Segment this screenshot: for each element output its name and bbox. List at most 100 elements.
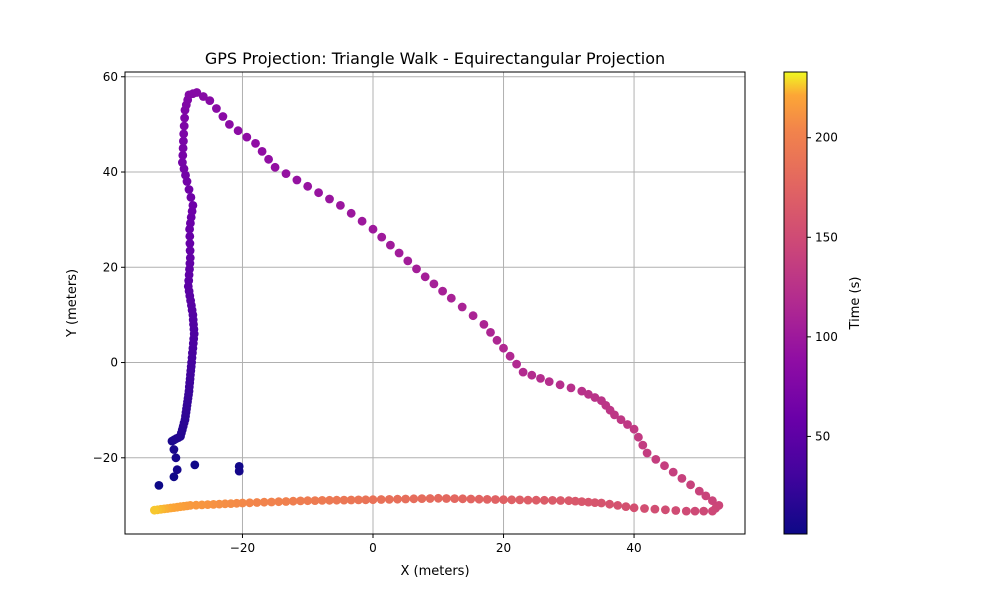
gps-point [531, 495, 541, 505]
gps-point [225, 120, 234, 129]
gps-point [325, 194, 334, 204]
gps-point [401, 494, 410, 504]
gps-point [642, 448, 652, 458]
gps-point [325, 495, 334, 505]
colorbar: 50 100 150 200 Time (s) [783, 71, 863, 535]
gps-point [412, 264, 421, 274]
gps-point [420, 272, 430, 282]
gps-point [257, 147, 267, 156]
gps-point [438, 286, 447, 296]
gps-point [154, 481, 164, 490]
gps-point [251, 139, 260, 148]
gps-point [536, 374, 545, 383]
gps-point [613, 501, 623, 510]
gps-point [482, 495, 492, 504]
gps-point [234, 466, 244, 476]
gps-point [317, 496, 327, 505]
gps-point [281, 169, 291, 179]
gps-point [172, 465, 182, 475]
gps-point [450, 494, 459, 503]
gps-point [169, 472, 179, 482]
gps-point [185, 239, 195, 248]
chart-title: GPS Projection: Triangle Walk - Equirect… [205, 49, 665, 68]
gps-point [677, 474, 687, 483]
gps-point [346, 495, 356, 505]
gps-point [310, 496, 320, 505]
gps-point [245, 498, 255, 508]
gps-point [492, 335, 502, 345]
gps-point [507, 495, 517, 505]
gps-point [651, 455, 661, 464]
gps-point [377, 232, 387, 242]
colorbar-tick-label: 50 [815, 429, 830, 443]
gps-point [185, 246, 195, 256]
gps-point [264, 154, 273, 164]
gps-point [486, 328, 495, 337]
gps-point [186, 193, 196, 202]
gps-point [339, 495, 349, 505]
colorbar-tick-label: 200 [815, 131, 838, 145]
gps-point [179, 121, 189, 131]
gps-point [303, 496, 313, 506]
gps-point [708, 506, 717, 516]
gps-point [671, 506, 681, 515]
gps-point [621, 502, 631, 511]
gps-point [288, 496, 298, 506]
gps-point [184, 185, 194, 194]
gps-point [259, 497, 269, 507]
gps-point [409, 494, 419, 504]
gps-point [171, 453, 181, 463]
gps-point [457, 302, 467, 312]
gps-point [491, 495, 500, 504]
gps-point [556, 496, 565, 505]
gps-point [616, 415, 626, 425]
gps-point [361, 495, 371, 505]
gps-point [346, 208, 356, 218]
gps-point [623, 420, 632, 429]
gps-point [376, 495, 386, 504]
gps-point [296, 496, 305, 506]
gps-point [198, 92, 208, 101]
gps-point [433, 493, 443, 503]
gps-point [479, 320, 489, 329]
gps-point [425, 494, 435, 503]
gps-point [499, 343, 508, 353]
gps-point [212, 104, 221, 113]
gps-point [233, 126, 243, 136]
gps-point [629, 424, 639, 434]
gps-point [442, 494, 451, 503]
gps-point [577, 497, 587, 506]
gps-point [169, 445, 179, 454]
gps-point [686, 480, 695, 490]
y-tick-label: −20 [93, 451, 118, 465]
gps-point [564, 496, 574, 506]
gps-point [336, 201, 345, 210]
gps-point [668, 467, 678, 477]
gps-point [690, 506, 700, 516]
gps-point [403, 256, 413, 266]
y-tick-label: 40 [103, 165, 118, 179]
gps-point [584, 497, 593, 507]
x-tick-label: 40 [626, 541, 641, 555]
gps-point [605, 499, 614, 509]
gps-point [192, 88, 202, 97]
colorbar-ticks: 50 100 150 200 [807, 131, 838, 443]
gps-point [368, 224, 378, 234]
gps-point [180, 113, 190, 123]
gps-point [150, 505, 159, 515]
gps-point [555, 380, 565, 390]
gps-point [393, 494, 402, 504]
gps-point [242, 132, 252, 142]
gps-point [539, 495, 549, 505]
gps-point [629, 503, 639, 513]
gps-point [701, 491, 711, 501]
gps-point [681, 506, 691, 516]
gps-point [610, 410, 619, 420]
gps-point [548, 496, 557, 505]
x-tick-label: 0 [369, 541, 377, 555]
gps-points [150, 88, 724, 516]
gps-point [590, 498, 600, 507]
gps-point [274, 497, 284, 507]
gps-point [650, 504, 660, 514]
gps-point [429, 279, 439, 289]
